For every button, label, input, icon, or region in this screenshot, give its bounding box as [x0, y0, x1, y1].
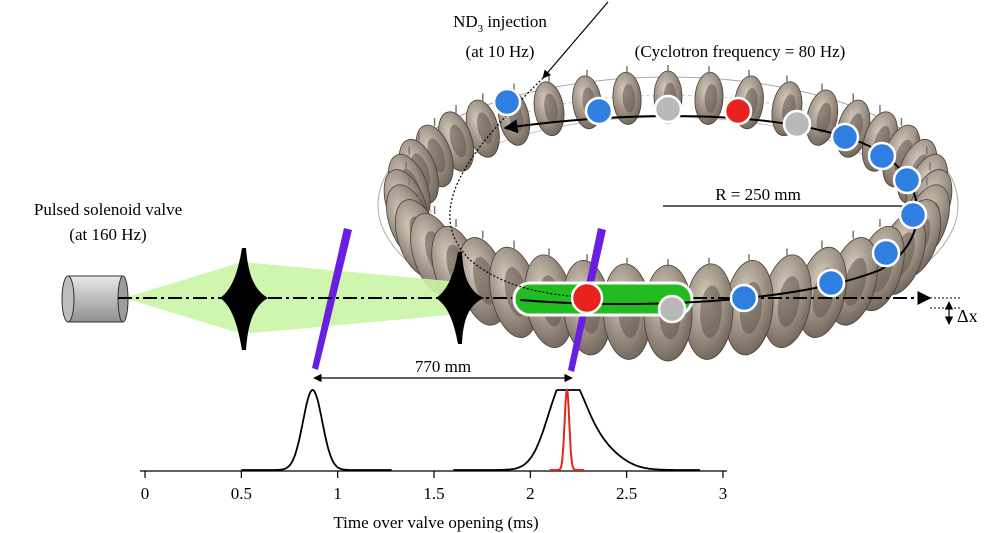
injection-trajectory — [449, 77, 601, 299]
ring-electrode — [762, 248, 812, 348]
molecule-packet-dot — [867, 141, 897, 171]
axis-tick-label: 0 — [141, 484, 150, 503]
axis-tick-label: 0.5 — [231, 484, 252, 503]
time-of-flight-profiles — [241, 388, 700, 471]
trapped-packet-profile — [549, 388, 585, 471]
molecule-packet-dot — [871, 238, 901, 268]
molecule-packet-dot — [723, 96, 753, 126]
injection-label: ND3 injection — [453, 12, 547, 35]
molecule-packet-dot — [830, 122, 860, 152]
axis-tick-label: 1.5 — [423, 484, 444, 503]
second-detection-profile — [453, 389, 700, 471]
second-hexapole-lens — [436, 252, 484, 344]
molecule-packet-dot — [570, 281, 604, 315]
molecule-packet-dot — [657, 294, 687, 324]
injection-rate-label: (at 10 Hz) — [466, 42, 535, 61]
molecular-beam-cone — [124, 262, 460, 334]
valve-rate-label: (at 160 Hz) — [69, 225, 146, 244]
molecule-packet-dot — [653, 94, 683, 124]
distance-label: 770 mm — [415, 357, 471, 376]
molecule-packet-dot — [816, 268, 846, 298]
axis-title: Time over valve opening (ms) — [333, 513, 538, 532]
ring-electrode — [694, 66, 724, 125]
time-axis: 0 0.5 1 1.5 2 2.5 3 — [140, 470, 728, 503]
valve-title-label: Pulsed solenoid valve — [34, 200, 182, 219]
molecule-packet-dot — [892, 165, 922, 195]
radius-label: R = 250 mm — [715, 185, 801, 204]
ring-electrode — [465, 93, 500, 158]
cyclotron-frequency-label: (Cyclotron frequency = 80 Hz) — [635, 42, 846, 61]
axis-tick-label: 2 — [526, 484, 535, 503]
ring-electrode — [805, 83, 839, 146]
first-detection-profile — [241, 389, 392, 471]
molecule-packet-dot — [492, 87, 522, 117]
stored-packets — [492, 87, 928, 324]
injection-arrow — [542, 1, 609, 79]
axis-tick-label: 2.5 — [616, 484, 637, 503]
delta-x-label: Δx — [957, 306, 978, 326]
ring-electrode — [612, 66, 642, 125]
axis-tick-label: 3 — [719, 484, 728, 503]
molecule-packet-dot — [782, 109, 812, 139]
molecule-packet-dot — [584, 96, 614, 126]
molecule-packet-dot — [729, 283, 759, 313]
solenoid-valve — [61, 275, 129, 323]
molecule-packet-dot — [898, 200, 928, 230]
axis-tick-label: 1 — [333, 484, 342, 503]
